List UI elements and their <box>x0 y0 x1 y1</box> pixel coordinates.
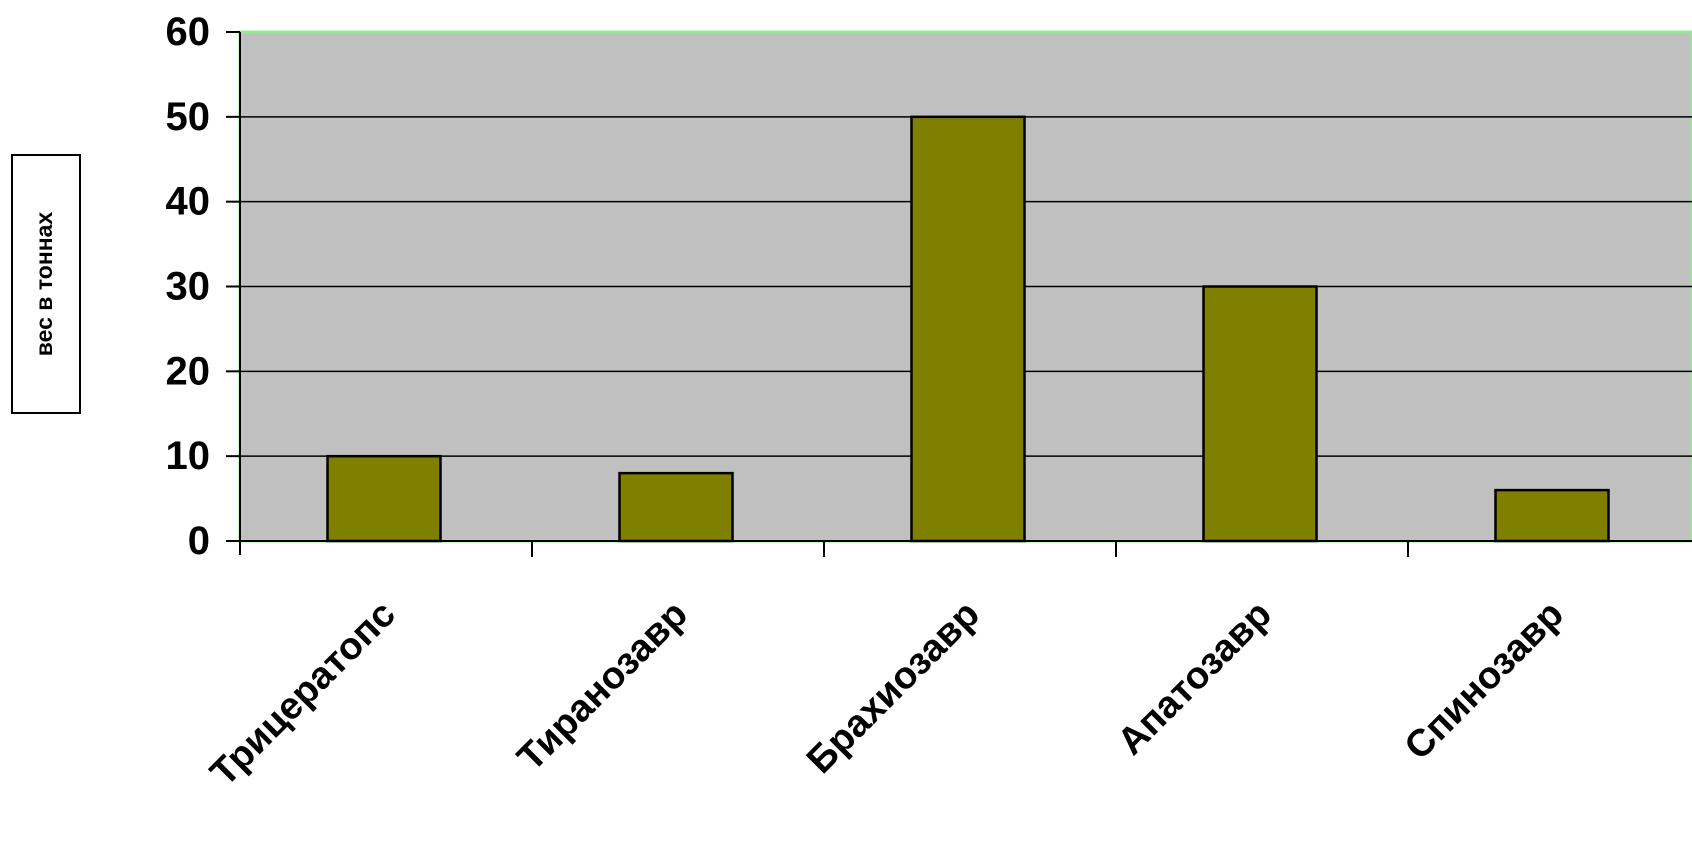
y-tick-label: 20 <box>166 349 211 393</box>
bar <box>618 471 734 543</box>
x-tick-label: Апатозавр <box>1110 593 1280 763</box>
axes <box>226 31 1692 557</box>
x-tick-labels: Трицератопс Тиранозавр Брахиозавр Апатозавр… <box>203 593 1572 794</box>
x-tick-label: Тиранозавр <box>510 593 696 779</box>
x-tick-label: Брахиозавр <box>799 593 988 782</box>
y-tick-label: 50 <box>166 95 211 139</box>
bar <box>1494 488 1610 543</box>
y-tick-label: 30 <box>166 265 211 309</box>
bar <box>1202 285 1318 543</box>
x-tick-label: Спинозавр <box>1397 593 1572 768</box>
bar <box>326 454 442 543</box>
bar <box>910 115 1026 543</box>
bars <box>326 115 1610 543</box>
y-tick-label: 60 <box>166 10 211 54</box>
y-tick-labels: 0 10 20 30 40 50 60 <box>166 10 211 563</box>
y-axis-label: вес в тоннах <box>31 212 57 357</box>
y-axis-label-box: вес в тоннах <box>11 154 81 414</box>
y-tick-label: 40 <box>166 180 211 224</box>
x-tick-label: Трицератопс <box>203 593 404 794</box>
y-tick-label: 10 <box>166 434 211 478</box>
y-tick-label: 0 <box>188 519 210 563</box>
